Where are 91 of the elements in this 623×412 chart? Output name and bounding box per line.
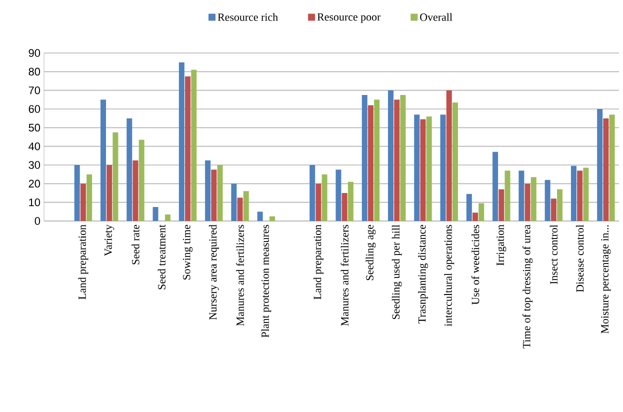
bar xyxy=(322,174,328,221)
y-tick-label: 0 xyxy=(34,217,40,225)
bar xyxy=(336,170,342,221)
bar xyxy=(178,62,184,221)
x-tick-label: Land preparation xyxy=(313,224,324,300)
bar xyxy=(112,132,118,221)
legend-label: Resource poor xyxy=(317,13,381,23)
x-tick-label: Seedling used per hill xyxy=(392,224,402,320)
bar xyxy=(570,166,576,221)
y-tick-label: 50 xyxy=(28,124,40,132)
bar xyxy=(348,182,354,221)
bar xyxy=(257,212,263,221)
bar xyxy=(597,109,603,221)
y-tick-label: 80 xyxy=(28,68,40,76)
bar xyxy=(414,114,420,221)
x-tick-label: Nursery area required xyxy=(208,224,219,320)
bar xyxy=(609,114,615,221)
bar xyxy=(106,165,112,221)
bar xyxy=(138,140,144,221)
y-tick-label: 30 xyxy=(28,161,40,169)
x-tick-label: intercultural operations xyxy=(444,224,454,326)
bar xyxy=(126,118,132,221)
x-tick-label: Seed treatment xyxy=(158,224,166,290)
bar xyxy=(191,70,197,221)
legend-label: Overall xyxy=(420,13,452,21)
bar xyxy=(100,100,106,221)
bar xyxy=(205,160,211,221)
x-tick-label: Use of weedicides xyxy=(471,224,480,305)
bar xyxy=(478,203,484,221)
bar xyxy=(368,105,374,221)
bar xyxy=(388,90,394,221)
y-tick-label: 20 xyxy=(28,180,40,188)
bar xyxy=(237,198,243,221)
bar xyxy=(492,152,498,221)
bar xyxy=(426,116,432,221)
bar xyxy=(504,170,510,221)
x-tick-label: Disease control xyxy=(576,224,584,292)
bar xyxy=(498,189,504,221)
bar xyxy=(316,184,322,221)
y-tick-label: 70 xyxy=(28,86,40,94)
y-tick-label: 60 xyxy=(28,105,40,113)
x-tick-label: Manures and fertilizers xyxy=(340,224,348,326)
bar xyxy=(440,114,446,221)
legend-label: Resource rich xyxy=(218,13,278,21)
x-tick-label: Seedling age xyxy=(366,224,376,280)
bar xyxy=(152,207,158,221)
bar xyxy=(74,165,80,221)
bar xyxy=(164,214,170,221)
bar xyxy=(577,170,583,221)
bar xyxy=(544,180,550,221)
bar xyxy=(362,95,368,221)
bar xyxy=(342,193,348,221)
x-tick-label: Variety xyxy=(104,224,114,256)
x-tick-label: Plant protection measures xyxy=(261,224,272,338)
bar xyxy=(217,165,223,221)
y-tick-label: 10 xyxy=(29,198,40,206)
x-tick-label: Moisture percentage in... xyxy=(601,225,611,334)
bar xyxy=(524,184,530,221)
x-tick-label: Time of top dressing of urea xyxy=(522,224,533,348)
bar xyxy=(394,100,400,221)
x-tick-label: Manures and fertilizers xyxy=(236,224,244,326)
bar xyxy=(446,90,452,221)
x-tick-label: Trasnplanting distance xyxy=(418,224,428,324)
bar xyxy=(374,100,380,221)
bar xyxy=(185,76,190,221)
y-tick-label: 40 xyxy=(28,142,40,150)
bar xyxy=(518,170,524,221)
x-tick-label: Land preparation xyxy=(78,224,88,300)
bar xyxy=(243,191,249,221)
bar xyxy=(452,102,458,221)
bar xyxy=(86,174,92,221)
bar xyxy=(583,168,589,221)
x-tick-label: Irrigation xyxy=(496,224,506,266)
bar xyxy=(550,198,556,221)
bar xyxy=(530,177,536,221)
bar xyxy=(472,212,478,221)
bar xyxy=(420,119,426,221)
x-tick-label: Insect control xyxy=(550,224,558,284)
x-tick-label: Seed rate xyxy=(132,224,140,264)
y-tick-label: 90 xyxy=(28,49,40,57)
bar xyxy=(603,118,609,221)
bar xyxy=(132,160,138,221)
bar xyxy=(310,165,316,221)
bar xyxy=(231,184,237,221)
x-tick-label: Sowing time xyxy=(182,224,193,280)
bar xyxy=(270,216,276,221)
bar xyxy=(400,95,406,221)
bar xyxy=(557,189,563,221)
bar xyxy=(466,194,472,221)
bar xyxy=(211,170,217,221)
bar xyxy=(80,184,86,221)
